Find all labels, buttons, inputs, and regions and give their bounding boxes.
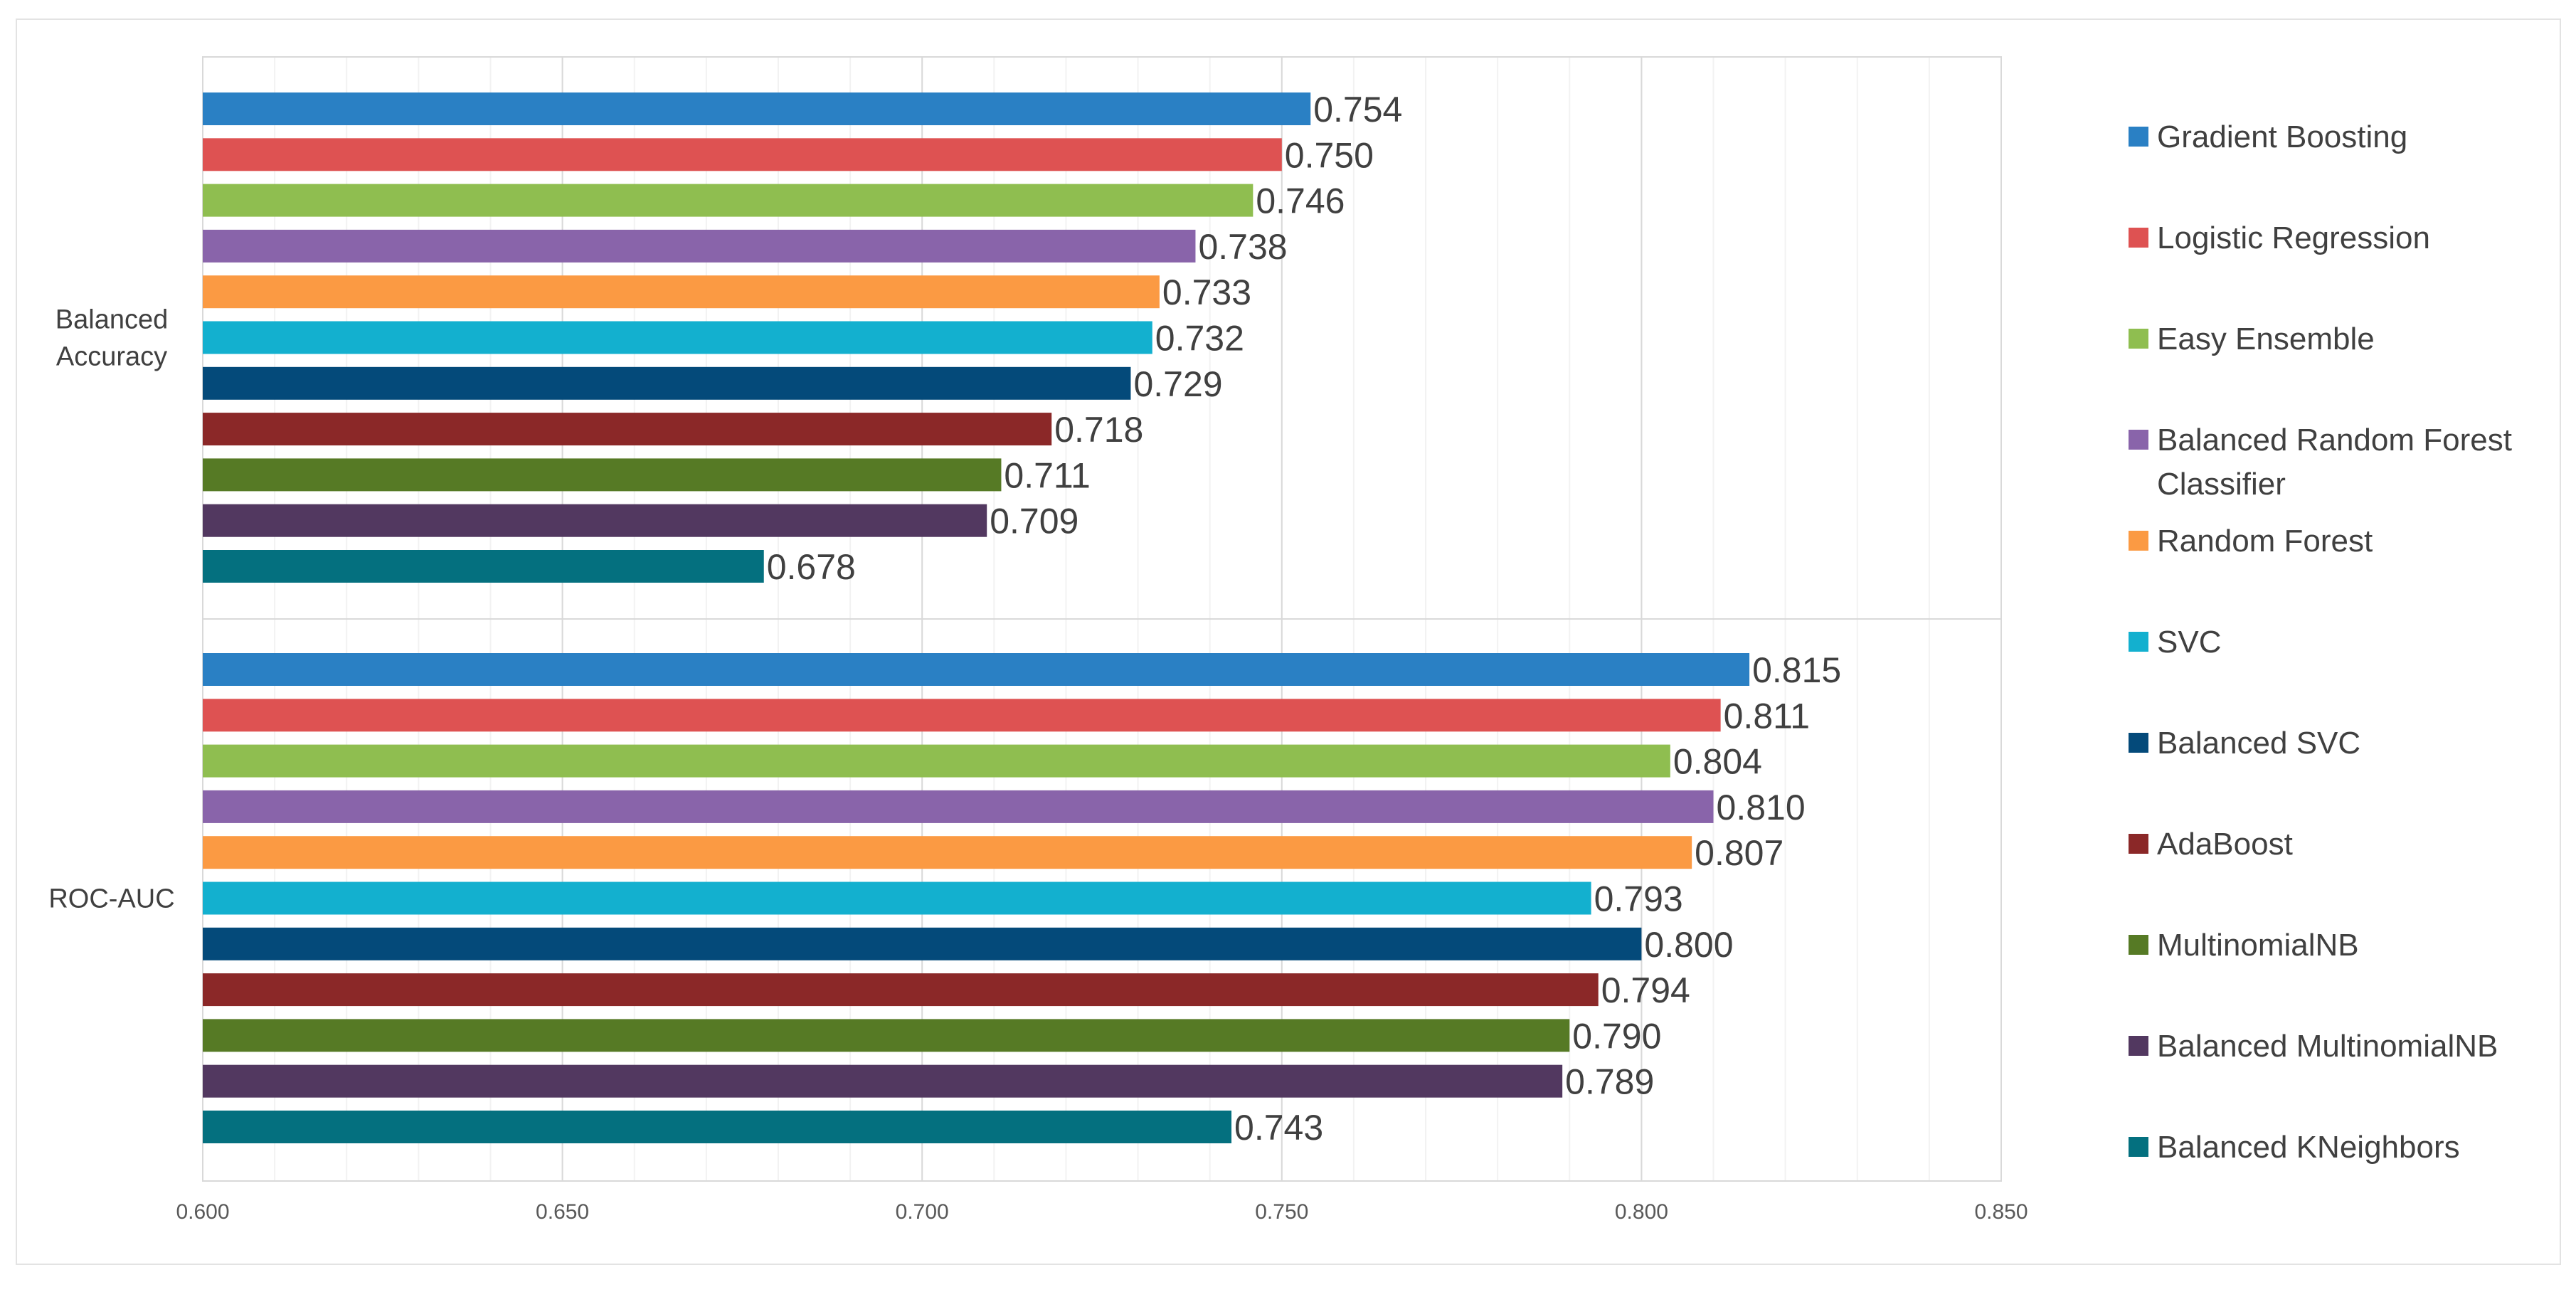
data-label: 0.733 xyxy=(1162,272,1251,312)
bar-easy-ensemble-roc-auc xyxy=(203,744,1670,778)
bar-balanced-svc-balanced-accuracy xyxy=(203,366,1131,400)
bar-random-forest-roc-auc xyxy=(203,836,1692,869)
data-label: 0.804 xyxy=(1673,742,1762,782)
bar-random-forest-balanced-accuracy xyxy=(203,275,1160,309)
legend-swatch-gradient-boosting xyxy=(2129,127,2148,147)
legend-label-logistic-regression: Logistic Regression xyxy=(2157,221,2430,255)
x-tick-label: 0.800 xyxy=(1615,1200,1668,1224)
data-label: 0.750 xyxy=(1285,135,1374,175)
legend-swatch-balanced-kneighbors xyxy=(2129,1137,2148,1157)
data-label: 0.811 xyxy=(1724,696,1810,736)
legend-swatch-adaboost xyxy=(2129,834,2148,854)
bar-adaboost-roc-auc xyxy=(203,973,1599,1007)
legend-label-easy-ensemble: Easy Ensemble xyxy=(2157,322,2375,356)
bar-balanced-svc-roc-auc xyxy=(203,927,1642,960)
data-label: 0.729 xyxy=(1133,364,1222,404)
legend-label-svc: SVC xyxy=(2157,625,2221,660)
legend-label-balanced-multinomialnb: Balanced MultinomialNB xyxy=(2157,1029,2498,1064)
bar-balanced-multinomialnb-roc-auc xyxy=(203,1064,1563,1098)
data-label: 0.789 xyxy=(1565,1062,1654,1102)
category-label-balanced-accuracy: Accuracy xyxy=(56,342,167,372)
legend-swatch-svc xyxy=(2129,632,2148,652)
data-label: 0.746 xyxy=(1256,181,1345,221)
legend-swatch-easy-ensemble xyxy=(2129,329,2148,349)
x-tick-label: 0.600 xyxy=(176,1200,229,1224)
bar-gradient-boosting-roc-auc xyxy=(203,653,1750,686)
legend-label-gradient-boosting: Gradient Boosting xyxy=(2157,120,2407,154)
bar-adaboost-balanced-accuracy xyxy=(203,413,1052,446)
bar-balanced-random-forest-classifier-balanced-accuracy xyxy=(203,229,1196,263)
data-label: 0.678 xyxy=(767,547,856,587)
legend-swatch-random-forest xyxy=(2129,531,2148,551)
legend-swatch-balanced-random-forest-classifier xyxy=(2129,430,2148,450)
data-label: 0.815 xyxy=(1752,650,1841,690)
legend-label-balanced-svc: Balanced SVC xyxy=(2157,726,2360,761)
bar-svc-roc-auc xyxy=(203,881,1591,915)
category-label-roc-auc: ROC-AUC xyxy=(48,884,174,914)
data-label: 0.810 xyxy=(1717,788,1806,827)
legend-label-balanced-kneighbors: Balanced KNeighbors xyxy=(2157,1130,2460,1165)
bar-balanced-random-forest-classifier-roc-auc xyxy=(203,790,1714,823)
data-label: 0.790 xyxy=(1572,1016,1661,1056)
data-label: 0.738 xyxy=(1198,227,1287,267)
data-label: 0.743 xyxy=(1234,1108,1323,1148)
data-label: 0.807 xyxy=(1695,833,1783,873)
legend-label-balanced-random-forest-classifier: Classifier xyxy=(2157,467,2286,502)
bar-logistic-regression-balanced-accuracy xyxy=(203,138,1282,171)
x-tick-label: 0.750 xyxy=(1255,1200,1308,1224)
data-label: 0.718 xyxy=(1054,410,1143,450)
x-tick-label: 0.700 xyxy=(896,1200,949,1224)
legend-label-adaboost: AdaBoost xyxy=(2157,827,2293,862)
data-label: 0.732 xyxy=(1155,319,1244,359)
data-label: 0.709 xyxy=(990,502,1078,541)
legend-swatch-multinomialnb xyxy=(2129,935,2148,955)
data-label: 0.793 xyxy=(1594,879,1683,919)
bar-logistic-regression-roc-auc xyxy=(203,699,1721,732)
bar-gradient-boosting-balanced-accuracy xyxy=(203,92,1311,125)
legend-label-random-forest: Random Forest xyxy=(2157,524,2373,558)
bar-svc-balanced-accuracy xyxy=(203,321,1152,354)
legend-swatch-balanced-multinomialnb xyxy=(2129,1036,2148,1056)
legend-swatch-logistic-regression xyxy=(2129,228,2148,248)
data-label: 0.754 xyxy=(1313,90,1402,129)
x-tick-label: 0.850 xyxy=(1974,1200,2028,1224)
data-label: 0.711 xyxy=(1004,455,1090,495)
data-label: 0.800 xyxy=(1644,925,1733,965)
category-label-balanced-accuracy: Balanced xyxy=(55,305,168,335)
bar-multinomialnb-balanced-accuracy xyxy=(203,458,1002,492)
bar-easy-ensemble-balanced-accuracy xyxy=(203,184,1253,217)
bar-multinomialnb-roc-auc xyxy=(203,1019,1570,1052)
legend-label-balanced-random-forest-classifier: Balanced Random Forest xyxy=(2157,423,2512,457)
bar-balanced-kneighbors-roc-auc xyxy=(203,1111,1232,1143)
bar-balanced-kneighbors-balanced-accuracy xyxy=(203,550,764,583)
legend-label-multinomialnb: MultinomialNB xyxy=(2157,928,2359,963)
data-label: 0.794 xyxy=(1601,970,1690,1010)
x-tick-label: 0.650 xyxy=(536,1200,589,1224)
legend-swatch-balanced-svc xyxy=(2129,733,2148,753)
bar-balanced-multinomialnb-balanced-accuracy xyxy=(203,504,987,537)
